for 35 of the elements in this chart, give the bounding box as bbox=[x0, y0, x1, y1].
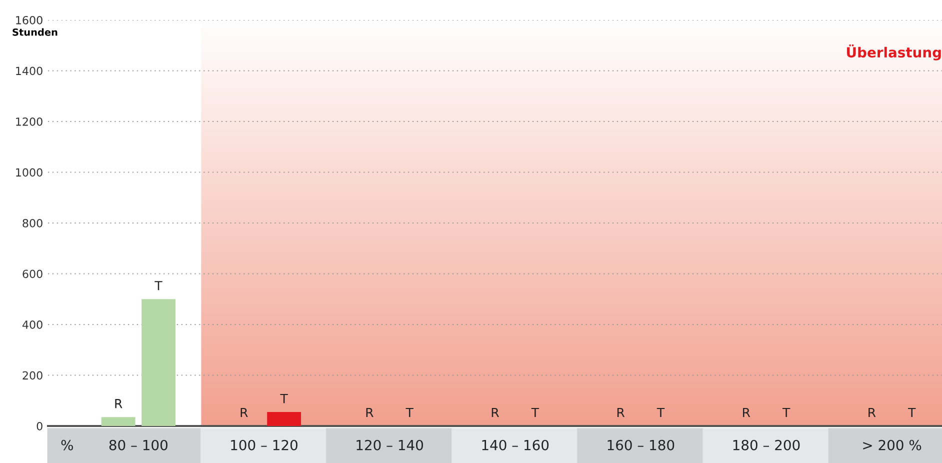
y-tick-label: 1000 bbox=[16, 168, 42, 177]
text: T bbox=[531, 408, 540, 418]
y-tick-label: 1600 bbox=[16, 16, 42, 24]
series-label: T bbox=[154, 281, 162, 290]
band-label: Überlastung bbox=[847, 44, 941, 60]
text: R bbox=[240, 408, 248, 418]
y-tick-label: 1200 bbox=[16, 117, 42, 126]
text: R bbox=[492, 408, 499, 418]
text: R bbox=[366, 408, 374, 418]
y-tick-label: 1400 bbox=[16, 66, 42, 76]
y-axis-title: Stunden bbox=[12, 28, 58, 36]
text: T bbox=[406, 408, 414, 418]
text: T bbox=[280, 394, 288, 404]
text: T bbox=[782, 408, 790, 418]
x-tick-label: 100 – 120 bbox=[231, 440, 298, 450]
bar bbox=[267, 412, 302, 426]
text: R bbox=[868, 408, 876, 418]
text: R bbox=[617, 408, 625, 418]
series-label: R bbox=[115, 399, 122, 408]
y-tick-label: 800 bbox=[22, 218, 42, 228]
text: T bbox=[656, 408, 665, 418]
y-tick-label: 0 bbox=[36, 422, 42, 430]
y-tick-label: 400 bbox=[22, 320, 42, 329]
x-tick-label: 140 – 160 bbox=[482, 440, 549, 450]
x-tick-label: 120 – 140 bbox=[356, 440, 424, 450]
text: R bbox=[743, 408, 750, 418]
y-tick-label: 200 bbox=[22, 371, 42, 380]
bar bbox=[101, 417, 136, 426]
text: T bbox=[908, 408, 916, 418]
x-tick-label: 80 – 100 bbox=[109, 440, 168, 450]
x-tick-label: 180 – 200 bbox=[733, 440, 800, 450]
x-tick-label: > 200 % bbox=[863, 440, 922, 450]
x-axis-title: % bbox=[61, 440, 73, 450]
y-tick-label: 600 bbox=[22, 270, 42, 278]
x-tick-label: 160 – 180 bbox=[608, 440, 674, 450]
